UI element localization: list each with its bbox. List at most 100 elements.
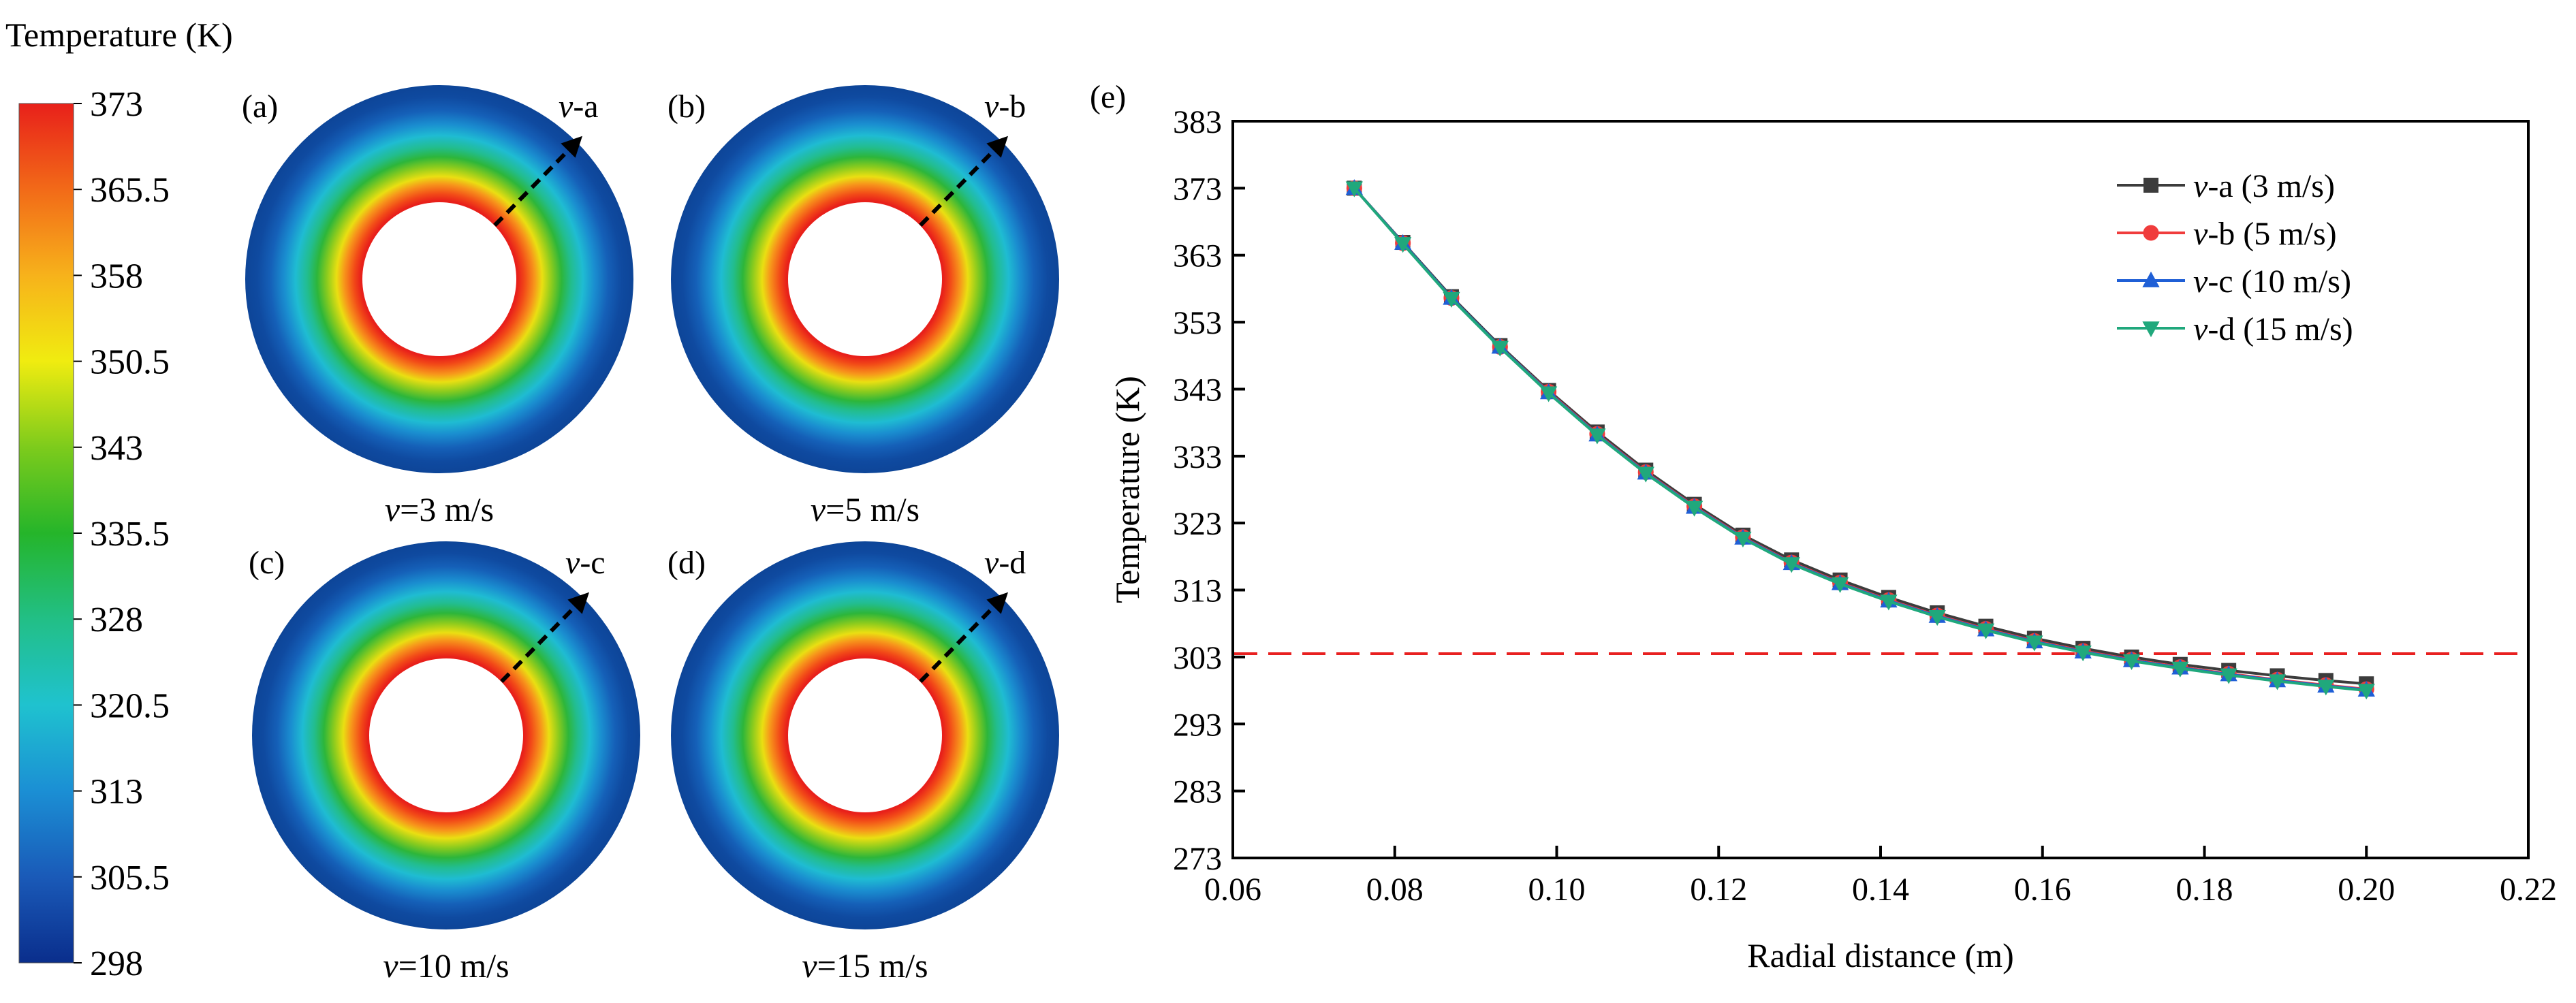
series-circle — [1346, 180, 2374, 697]
y-tick-label: 283 — [1173, 774, 1222, 810]
probe-label: v-a — [559, 89, 599, 125]
data-point-triangle-down — [2357, 684, 2375, 700]
colorbar-title: Temperature (K) — [5, 16, 233, 54]
legend-entry: v-b (5 m/s) — [2117, 216, 2337, 252]
data-point-triangle-down — [1977, 623, 1995, 639]
legend-label-var: v — [2193, 168, 2208, 204]
series-triangle-down — [1345, 181, 2375, 700]
caption-value: =15 m/s — [817, 946, 928, 985]
data-point-triangle-down — [2074, 646, 2092, 662]
y-tick-label: 313 — [1173, 573, 1222, 609]
data-point-triangle-down — [2220, 668, 2237, 684]
series-triangle-up — [1345, 179, 2375, 697]
chart-panel-label: (e) — [1090, 79, 1126, 115]
y-axis-label: Temperature (K) — [1108, 376, 1146, 603]
probe-arrow — [500, 592, 590, 684]
data-point-triangle-down — [2026, 635, 2043, 652]
data-point-triangle-down — [1685, 500, 1703, 517]
probe-label-var: v — [565, 545, 580, 581]
colorbar-tick-label: 328 — [90, 601, 143, 639]
y-tick-label: 353 — [1173, 305, 1222, 341]
colorbar-tick-label: 358 — [90, 257, 143, 296]
series-line — [1353, 187, 2367, 692]
x-tick-label: 0.20 — [2338, 872, 2395, 908]
panel-caption: v=15 m/s — [802, 946, 928, 985]
legend-label-rest: -c (10 m/s) — [2208, 264, 2351, 300]
data-point-triangle-down — [1588, 428, 1606, 445]
probe-label-var: v — [984, 89, 999, 125]
y-axis-ticks: 273 283 293 303 313 323 333 343 353 363 373 383 — [1173, 104, 1245, 877]
probe-label-var: v — [559, 89, 574, 125]
legend-label: v-d (15 m/s) — [2193, 311, 2353, 347]
caption-var: v — [802, 946, 817, 985]
legend-label: v-c (10 m/s) — [2193, 264, 2351, 300]
probe-label-suffix: -b — [999, 89, 1026, 125]
colorbar-tick-label: 313 — [90, 773, 143, 812]
probe-arrow — [919, 592, 1009, 684]
legend-label: v-b (5 m/s) — [2193, 216, 2337, 252]
data-point-square — [2143, 178, 2158, 193]
contour-panel: (b) v-bv=5 m/s — [667, 85, 1059, 528]
y-tick-label: 273 — [1173, 841, 1222, 877]
probe-label-var: v — [984, 545, 999, 581]
legend: v-a (3 m/s)v-b (5 m/s)v-c (10 m/s)v-d (1… — [2117, 168, 2353, 347]
panel-label: (a) — [242, 89, 278, 125]
colorbar-tick-label: 350.5 — [90, 343, 170, 382]
series-layer — [1345, 179, 2375, 700]
line-chart: (e) 273 283 293 303 313 323 333 343 353 363 373 383… — [1090, 79, 2557, 974]
legend-label-rest: -d (15 m/s) — [2208, 311, 2353, 347]
data-point-triangle-down — [1928, 609, 1946, 626]
colorbar: Temperature (K) 373 365.5 358 350.5 343 335.5… — [5, 16, 233, 983]
probe-arrow — [493, 136, 583, 227]
pipe-bore — [788, 658, 942, 812]
legend-label-var: v — [2193, 264, 2208, 300]
x-tick-label: 0.18 — [2176, 872, 2233, 908]
x-tick-label: 0.12 — [1690, 872, 1747, 908]
caption-var: v — [385, 490, 400, 528]
y-tick-label: 373 — [1173, 171, 1222, 207]
contour-panel: (c) v-cv=10 m/s — [249, 541, 640, 985]
data-point-triangle-down — [2122, 654, 2141, 671]
legend-entry: v-c (10 m/s) — [2117, 264, 2351, 300]
legend-entry: v-a (3 m/s) — [2117, 168, 2335, 204]
data-point-triangle-down — [1734, 531, 1752, 548]
panel-caption: v=3 m/s — [385, 490, 494, 528]
data-point-circle — [2143, 225, 2159, 241]
panel-label: (d) — [667, 545, 706, 581]
x-axis-ticks: 0.06 0.08 0.10 0.12 0.14 0.16 0.18 0.20 0.22 — [1204, 846, 2557, 908]
probe-label-suffix: -d — [999, 545, 1026, 581]
x-tick-label: 0.08 — [1366, 872, 1424, 908]
panel-caption: v=5 m/s — [811, 490, 920, 528]
data-point-triangle-up — [2142, 271, 2160, 287]
x-tick-label: 0.06 — [1204, 872, 1261, 908]
panel-label: (c) — [249, 545, 285, 581]
x-tick-label: 0.10 — [1528, 872, 1586, 908]
x-tick-label: 0.16 — [2014, 872, 2071, 908]
data-point-triangle-down — [1394, 237, 1412, 253]
probe-label-suffix: -c — [580, 545, 605, 581]
data-point-triangle-down — [2142, 321, 2160, 338]
probe-label: v-c — [565, 545, 606, 581]
legend-label-var: v — [2193, 216, 2208, 252]
colorbar-tick-label: 365.5 — [90, 171, 170, 210]
data-point-triangle-down — [1782, 557, 1800, 573]
data-point-triangle-down — [2317, 680, 2335, 696]
colorbar-tick-label: 335.5 — [90, 515, 170, 554]
y-tick-label: 333 — [1173, 439, 1222, 475]
pipe-bore — [362, 202, 516, 356]
x-tick-label: 0.22 — [2500, 872, 2557, 908]
y-tick-label: 303 — [1173, 640, 1222, 676]
data-point-triangle-down — [1345, 181, 1363, 197]
y-tick-label: 323 — [1173, 506, 1222, 542]
colorbar-tick-label: 373 — [90, 85, 143, 124]
caption-value: =10 m/s — [398, 946, 509, 985]
contour-panel: (a) v-a v=3 m/s — [242, 85, 633, 528]
probe-arrow — [919, 136, 1009, 227]
colorbar-tick-label: 298 — [90, 944, 143, 983]
data-point-triangle-down — [2171, 661, 2189, 678]
pipe-bore — [369, 658, 523, 812]
panel-caption: v=10 m/s — [383, 946, 509, 985]
x-tick-label: 0.14 — [1852, 872, 1909, 908]
series-square — [1347, 180, 2374, 692]
